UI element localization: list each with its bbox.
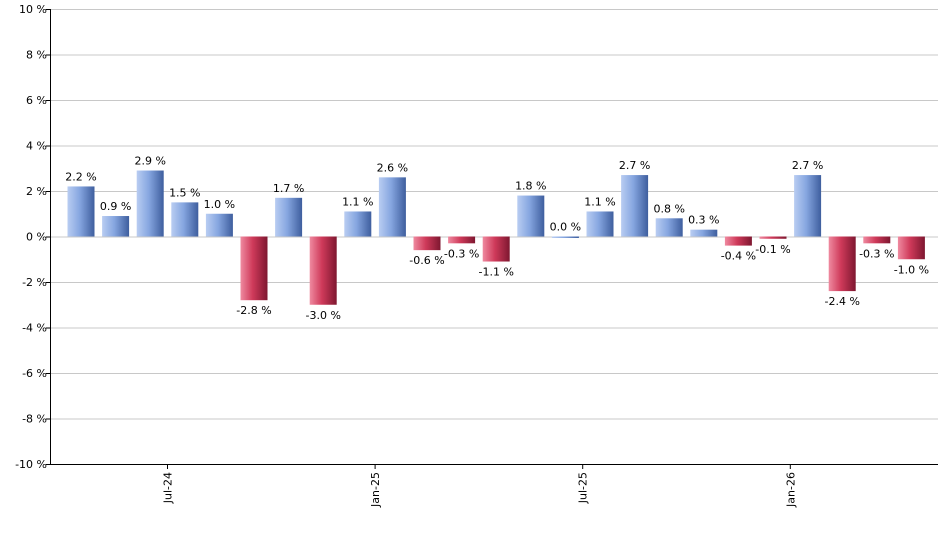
y-tick-label: 8 %	[26, 49, 47, 62]
data-label: -0.1 %	[755, 243, 790, 256]
x-tick-label: Jul-24	[162, 472, 175, 504]
bar	[240, 236, 268, 301]
bar	[448, 236, 476, 244]
y-tick-label: 2 %	[26, 185, 47, 198]
bars	[67, 170, 925, 305]
bar	[67, 186, 95, 237]
bar	[482, 236, 510, 262]
bar	[794, 175, 822, 237]
y-tick-label: 10 %	[19, 3, 47, 16]
data-label: 2.9 %	[134, 155, 165, 168]
data-label: -3.0 %	[305, 309, 340, 322]
y-tick-label: -10 %	[15, 458, 47, 471]
bar	[551, 236, 579, 238]
bar	[309, 236, 337, 305]
data-label: 1.0 %	[204, 198, 235, 211]
data-labels: 2.2 % 0.9 % 2.9 % 1.5 % 1.0 % -2.8 % 1.7 % -3.0…	[65, 155, 929, 322]
data-label: -0.6 %	[409, 254, 444, 267]
data-label: 1.8 %	[515, 180, 546, 193]
data-label: -0.3 %	[444, 247, 479, 260]
x-tick-label: Jul-25	[577, 472, 590, 504]
data-label: 1.1 %	[342, 195, 373, 208]
data-label: 2.7 %	[792, 159, 823, 172]
bar	[690, 229, 718, 237]
data-label: 1.1 %	[584, 195, 615, 208]
bar	[621, 175, 649, 237]
bar	[136, 170, 164, 237]
bar	[655, 218, 683, 237]
x-tick-label: Jan-25	[369, 472, 382, 508]
bar	[378, 177, 406, 237]
bar	[759, 236, 787, 239]
data-label: -1.0 %	[894, 263, 929, 276]
bar	[102, 216, 130, 237]
data-label: -2.8 %	[236, 304, 271, 317]
bar	[275, 197, 303, 237]
data-label: -2.4 %	[824, 295, 859, 308]
bar	[413, 236, 441, 251]
y-tick-label: -2 %	[22, 276, 47, 289]
data-label: -0.3 %	[859, 247, 894, 260]
y-axis-ticks: 10 % 8 % 6 % 4 % 2 % 0 % -2 % -4 % -6 % -8 % -10 %	[15, 3, 50, 471]
x-tick-label: Jan-26	[784, 472, 797, 508]
data-label: 2.2 %	[65, 170, 96, 183]
bar	[897, 236, 925, 260]
data-label: -1.1 %	[478, 266, 513, 279]
data-label: 1.5 %	[169, 186, 200, 199]
data-label: -0.4 %	[721, 250, 756, 263]
y-tick-label: -6 %	[22, 367, 47, 380]
bar	[586, 211, 614, 237]
y-tick-label: 4 %	[26, 140, 47, 153]
bar	[828, 236, 856, 292]
y-tick-label: -4 %	[22, 322, 47, 335]
data-label: 0.0 %	[550, 221, 581, 234]
data-label: 2.7 %	[619, 159, 650, 172]
data-label: 0.9 %	[100, 200, 131, 213]
x-axis-ticks: Jul-24 Jan-25 Jul-25 Jan-26	[162, 464, 797, 508]
bar	[863, 236, 891, 244]
bar	[724, 236, 752, 246]
y-tick-label: 0 %	[26, 231, 47, 244]
data-label: 0.8 %	[653, 202, 684, 215]
bar	[205, 213, 233, 237]
bar	[344, 211, 372, 237]
bar	[171, 202, 199, 237]
data-label: 0.3 %	[688, 214, 719, 227]
bar	[517, 195, 545, 237]
data-label: 1.7 %	[273, 182, 304, 195]
y-tick-label: -8 %	[22, 413, 47, 426]
y-tick-label: 6 %	[26, 94, 47, 107]
data-label: 2.6 %	[377, 161, 408, 174]
